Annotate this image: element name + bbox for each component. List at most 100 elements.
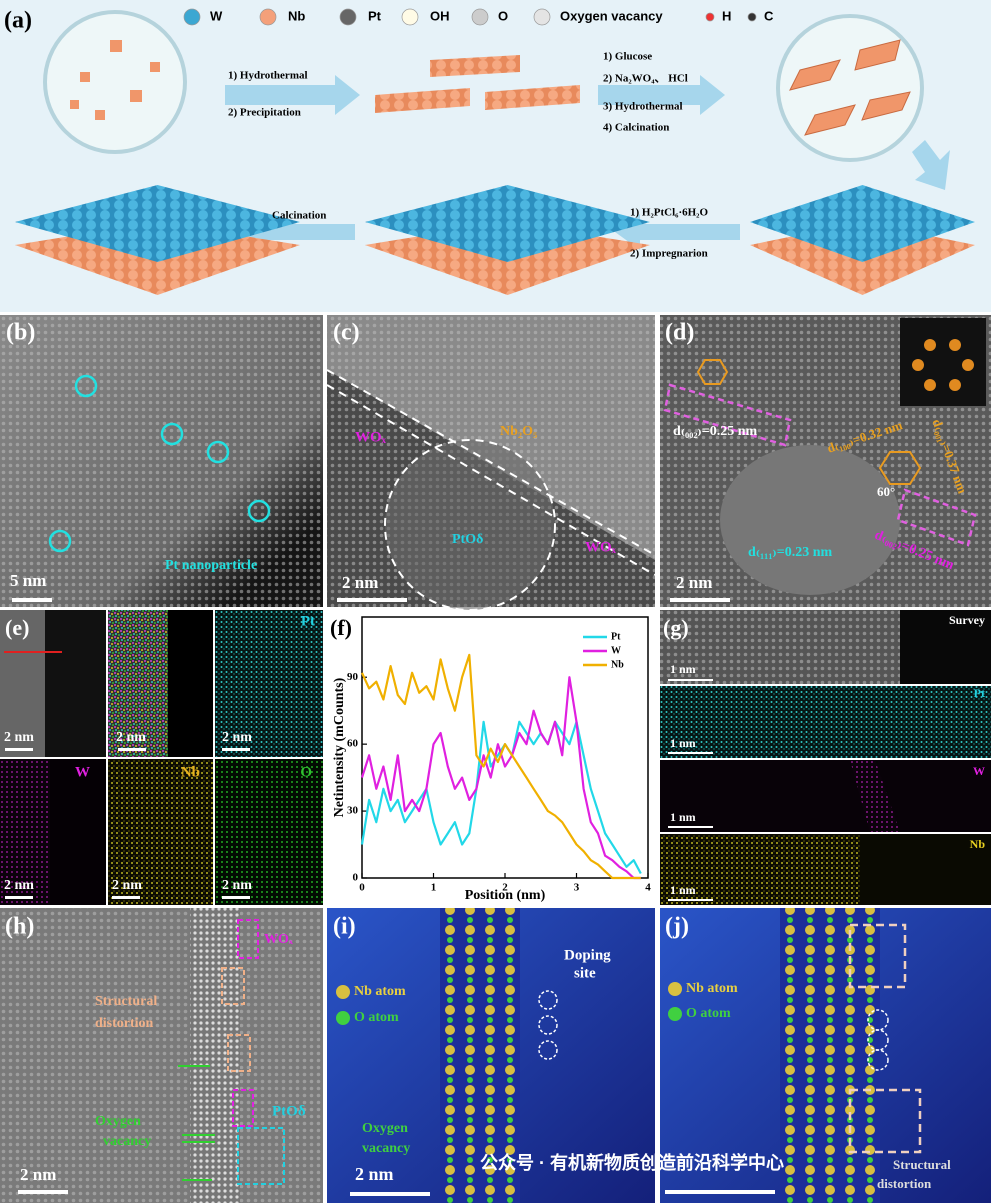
label: (i) [333,914,356,940]
interface-lines [326,369,656,576]
panel-g-maps [660,610,991,905]
legend-label: O [498,8,508,23]
y-tick-label: 90 [347,671,359,683]
label: 2 nm [20,1165,56,1184]
label: 1 nm [670,662,696,676]
panel-f-bg [327,610,655,905]
label: 2 nm [4,730,34,745]
pt-particle [720,445,900,595]
label: Calcination [272,210,326,222]
label: Survey [949,613,985,627]
label: 1) Hydrothermal [228,70,308,82]
legend-label: W [611,645,621,656]
label: 2 nm [676,573,712,592]
legend-swatch [259,8,277,26]
legend-label: W [210,8,223,23]
legend-label: Oxygen vacancy [560,8,663,23]
x-tick-label: 1 [431,882,437,894]
label: Structural [893,1157,951,1172]
x-tick-label: 3 [574,882,580,894]
label: PtOδ [452,532,483,547]
legend-dots [336,982,682,999]
label: (e) [5,615,29,640]
label: 公众号 · 有机新物质创造前沿科学中心 [480,1152,784,1173]
pto-particle [384,439,556,611]
y-axis-label: Netintensity (mCounts) [332,677,347,817]
label: (j) [665,914,689,940]
label: 4) Calcination [603,122,669,134]
label: Nb atom [354,984,406,999]
label: 2 nm [342,573,378,592]
label: O [300,764,312,780]
label: Structural [95,994,157,1009]
doping-circles [538,990,889,1071]
label: Nb atom [686,981,738,996]
legend-swatch [471,8,489,26]
legend-swatch [339,8,357,26]
label: WOₓ [355,429,387,445]
label: Oxygen [362,1121,408,1136]
label: PtOδ [272,1103,306,1119]
particles [70,40,160,120]
label: W [75,764,90,780]
label: 2) Na₂WO₄、 HCl [603,73,688,85]
x-tick-label: 2 [502,882,508,894]
y-tick-label: 30 [347,805,359,817]
legend-label: H [722,8,731,23]
label: 2 nm [222,730,252,745]
flakes [789,39,911,136]
legend-swatch [183,8,201,26]
panel-h-lattice [0,908,323,1203]
x-tick-label: 4 [645,882,651,894]
legend-label: Nb [611,659,624,670]
legend-swatch [401,8,419,26]
x-tick-label: 0 [359,882,365,894]
label: O atom [686,1006,731,1021]
series-line [360,720,642,875]
label: Doping [564,947,611,963]
panel-h-column [190,908,240,1203]
distortion-boxes [848,923,922,1154]
label: O atom [354,1010,399,1025]
vacancy-lines [178,1065,215,1181]
label: (b) [6,320,35,346]
label: vacancy [103,1134,151,1149]
legend-label: C [764,8,774,23]
panel-e-maps [0,610,323,905]
panel-h-boxes [221,919,285,1185]
label: (d) [665,320,694,346]
pt-circles [48,374,271,553]
label: 60° [877,484,895,499]
label: Nb₂O₅ [500,424,537,439]
y-tick-label: 0 [353,872,359,884]
label: 2 nm [112,878,142,893]
hexagons [696,359,922,485]
label: 2 nm [116,730,146,745]
label: d₍₁₁₁₎=0.23 nm [748,545,832,560]
legend-swatch [747,12,757,22]
label: 2 nm [4,878,34,893]
slab-top [365,185,650,262]
label: Pt [301,613,315,629]
label: 2 nm [222,878,252,893]
label: d₍₀₀₂₎=0.25 nm [673,424,757,439]
label: (f) [330,615,352,640]
slabs [15,185,975,295]
label: 1) Glucose [603,51,652,63]
panel-j-atoms [780,908,880,1203]
label: 1) H₂PtCl₆·6H₂O [630,207,708,219]
label: 1 nm [670,810,696,824]
label: Pt [974,686,985,700]
label: 2) Precipitation [228,107,301,119]
y-tick-label: 60 [347,738,359,750]
label: vacancy [362,1141,410,1156]
label: (c) [333,320,360,346]
label: (g) [663,615,689,640]
scale-bars [5,598,775,1196]
panel-i-atoms [440,908,520,1203]
beaker [43,10,187,154]
stack-slabs [375,55,580,113]
label: Oxygen [95,1114,141,1129]
